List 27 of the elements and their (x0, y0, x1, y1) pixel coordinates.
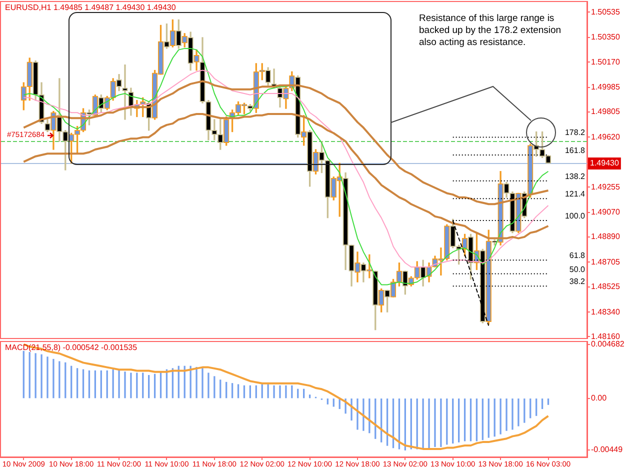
y-tick-label: 1.48705 (591, 257, 620, 266)
text: 161.8 (564, 146, 586, 155)
y-tick-label: 1.48160 (591, 332, 620, 341)
chart-title: EURUSD,H1 1.49485 1.49487 1.49430 1.49430 (5, 3, 176, 12)
y-tick-label: 1.49985 (591, 82, 620, 92)
annotation: Resistance of this large range is backed up by the 178.2 extension also acting as resistance. (419, 13, 562, 49)
y-tick-label: 1.48525 (591, 282, 620, 291)
y-tick-label: 1.50535 (591, 7, 620, 16)
y-tick-label: 1.50350 (591, 32, 620, 42)
y-tick-label: 1.48890 (591, 232, 620, 242)
y-tick-label: 0.00 (591, 394, 608, 403)
text: 100.0 (564, 212, 586, 221)
text: 178.2 (564, 128, 586, 138)
text: 38.2 (569, 277, 586, 286)
y-tick-label: 1.48340 (591, 307, 620, 316)
y-tick-label: 1.49805 (591, 107, 620, 116)
y-tick-label: 0.004682 (591, 340, 625, 349)
y-tick-label: 1.49255 (591, 182, 620, 192)
y-tick-label: 1.49620 (591, 132, 620, 142)
text: 50.0 (569, 264, 586, 274)
y-tick-label: -0.00449 (591, 445, 624, 454)
text: 61.8 (569, 251, 586, 260)
y-tick-label: 1.50170 (591, 57, 620, 66)
text: 121.4 (564, 190, 586, 199)
ref-line-label: 1.49430 (590, 158, 620, 168)
y-tick-label: 1.49070 (591, 208, 620, 217)
text: 138.2 (564, 172, 586, 181)
